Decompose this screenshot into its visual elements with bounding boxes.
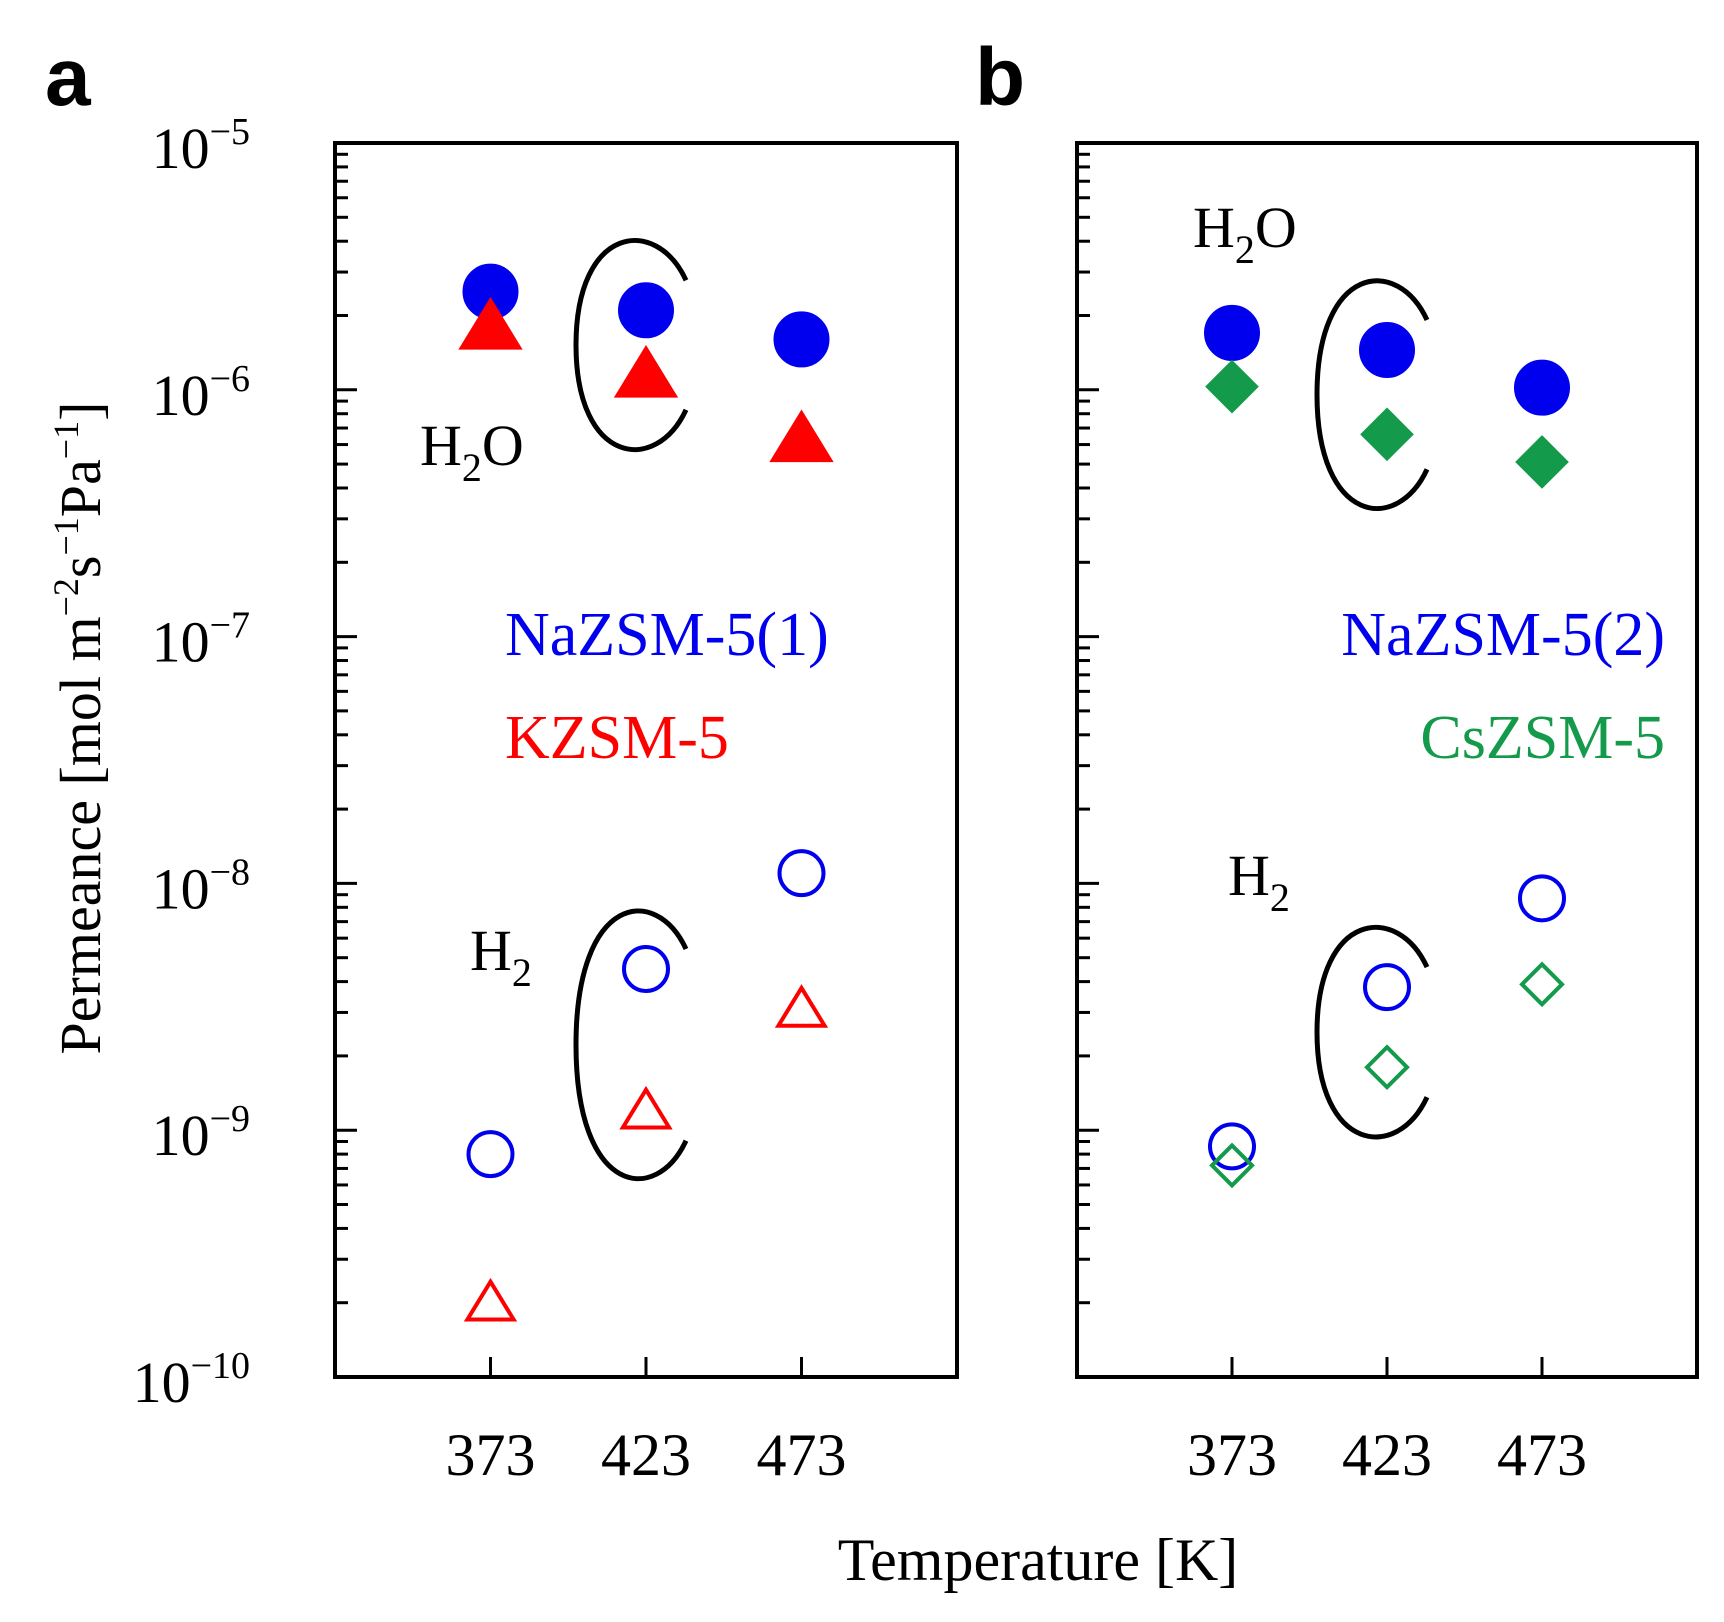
gas-label: H2O (420, 413, 524, 490)
gas-label: H2 (470, 918, 532, 995)
data-point (1359, 321, 1415, 378)
data-point (774, 984, 829, 1028)
data-point (1515, 435, 1569, 489)
y-tick-label: 10−10 (133, 1345, 250, 1415)
data-point (769, 409, 834, 463)
bracket-h2o (573, 238, 689, 453)
y-tick-label: 10−5 (152, 111, 250, 181)
y-axis-label-main: Permeance [mol m (48, 616, 113, 1054)
y-axis-label-end: ] (48, 402, 113, 421)
data-point (1208, 1122, 1256, 1171)
y-tick-labels: 10−5 10−6 10−7 10−8 10−9 10−10 (133, 111, 250, 1415)
data-point (1205, 359, 1259, 414)
panel-b: b 373 423 473 NaZSM-5(2) CsZSM-5 H2O H2 (975, 32, 1699, 1488)
data-point (458, 296, 523, 350)
data-point (1209, 1142, 1255, 1189)
panel-label: a (45, 32, 92, 123)
y-axis-label-mid2: Pa (48, 459, 113, 517)
legend-entry: NaZSM-5(2) (1341, 601, 1665, 669)
y-tick-label: 10−9 (152, 1098, 250, 1168)
data-point (1519, 961, 1565, 1008)
y-tick-label: 10−7 (152, 605, 250, 675)
data-point (613, 344, 679, 398)
legend-entry: KZSM-5 (505, 704, 729, 772)
x-tick-label: 423 (1342, 1422, 1432, 1488)
y-tick-label: 10−6 (152, 358, 250, 428)
y-tick-label: 10−8 (152, 851, 250, 921)
bracket-h2o (1314, 278, 1430, 511)
bracket-h2 (573, 908, 689, 1182)
bracket-h2 (1314, 924, 1430, 1140)
data-point (1204, 304, 1260, 361)
panel-a: a 373 423 473 NaZSM-5(1) KZSM-5 H2O H2 (45, 32, 959, 1488)
y-axis-label-sup3: −1 (46, 421, 86, 459)
data-point (619, 1085, 673, 1130)
data-point (622, 944, 670, 993)
data-point (773, 311, 830, 368)
data-point (1363, 963, 1411, 1012)
x-tick-label: 473 (757, 1422, 847, 1488)
data-point (777, 849, 826, 898)
gas-label: H2 (1228, 843, 1290, 920)
y-axis-label-sup2: −1 (46, 517, 86, 555)
x-tick-label: 473 (1497, 1422, 1587, 1488)
panel-label: b (975, 32, 1025, 123)
y-axis-label: Permeance [mol m−2s−1Pa−1] (46, 402, 113, 1055)
data-point (618, 282, 674, 339)
data-point (1360, 407, 1414, 462)
gas-label: H2O (1193, 195, 1297, 272)
y-axis-label-mid1: s (48, 556, 113, 579)
data-point (1518, 874, 1566, 923)
x-axis-label: Temperature [K] (838, 1527, 1239, 1593)
legend-entry: NaZSM-5(1) (505, 601, 829, 669)
x-tick-label: 423 (601, 1422, 691, 1488)
data-point (1514, 359, 1570, 416)
legend-entry: CsZSM-5 (1420, 704, 1665, 772)
data-point (463, 1277, 518, 1322)
y-axis-label-sup1: −2 (46, 578, 86, 616)
x-tick-label: 373 (446, 1422, 536, 1488)
data-point (1364, 1044, 1410, 1091)
data-point (466, 1130, 515, 1179)
x-tick-label: 373 (1187, 1422, 1277, 1488)
